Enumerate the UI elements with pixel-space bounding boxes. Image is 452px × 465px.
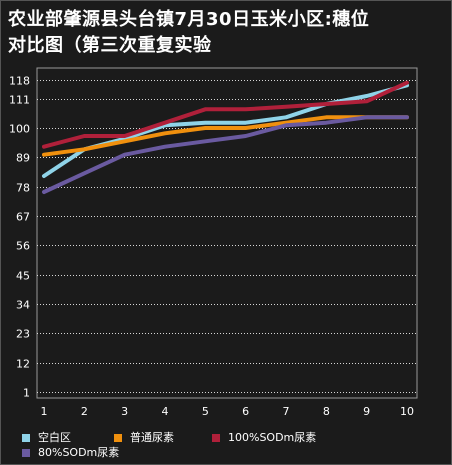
y-tick-label: 1 xyxy=(23,387,30,400)
chart-title-line1: 农业部肇源县头台镇7月30日玉米小区:穗位 xyxy=(8,9,370,30)
chart-legend: 空白区 普通尿素 100%SODm尿素 80%SODm尿素 xyxy=(22,430,442,460)
legend-row-2: 80%SODm尿素 xyxy=(22,445,442,460)
legend-swatch xyxy=(212,433,220,442)
legend-row-1: 空白区 普通尿素 100%SODm尿素 xyxy=(22,430,442,445)
x-tick-label: 8 xyxy=(323,405,330,418)
y-tick-label: 34 xyxy=(16,299,30,312)
x-tick-label: 3 xyxy=(121,405,128,418)
y-tick-label: 111 xyxy=(9,94,30,107)
legend-swatch xyxy=(22,433,30,442)
legend-label: 80%SODm尿素 xyxy=(38,446,120,459)
legend-swatch xyxy=(114,433,122,442)
legend-item-normal-urea: 普通尿素 xyxy=(114,430,212,445)
y-tick-label: 78 xyxy=(16,182,30,195)
y-tick-label: 23 xyxy=(16,328,30,341)
x-tick-label: 6 xyxy=(242,405,249,418)
y-tick-label: 12 xyxy=(16,358,30,371)
series-line-3 xyxy=(42,80,409,149)
y-tick-label: 118 xyxy=(9,75,30,88)
series-line-2 xyxy=(42,115,409,157)
y-tick-label: 45 xyxy=(16,270,30,283)
legend-label: 100%SODm尿素 xyxy=(228,431,317,444)
legend-item-blank: 空白区 xyxy=(22,430,114,445)
x-tick-label: 10 xyxy=(400,405,414,418)
chart-title: 农业部肇源县头台镇7月30日玉米小区:穗位 对比图（第三次重复实验 xyxy=(8,7,448,59)
series-line-4 xyxy=(42,115,409,194)
chart-title-line2: 对比图（第三次重复实验 xyxy=(8,35,212,56)
x-tick-label: 1 xyxy=(41,405,48,418)
legend-label: 空白区 xyxy=(38,431,71,444)
legend-label: 普通尿素 xyxy=(130,431,174,444)
y-tick-label: 100 xyxy=(9,123,30,136)
y-tick-label: 56 xyxy=(16,240,30,253)
x-tick-label: 9 xyxy=(363,405,370,418)
legend-item-100-sodm-urea: 100%SODm尿素 xyxy=(212,430,316,445)
y-tick-label: 67 xyxy=(16,211,30,224)
y-tick-label: 89 xyxy=(16,152,30,165)
legend-swatch xyxy=(22,448,30,457)
legend-item-80-sodm-urea: 80%SODm尿素 xyxy=(22,445,119,460)
x-tick-label: 2 xyxy=(81,405,88,418)
x-tick-label: 5 xyxy=(202,405,209,418)
x-tick-label: 4 xyxy=(162,405,169,418)
x-tick-label: 7 xyxy=(283,405,290,418)
